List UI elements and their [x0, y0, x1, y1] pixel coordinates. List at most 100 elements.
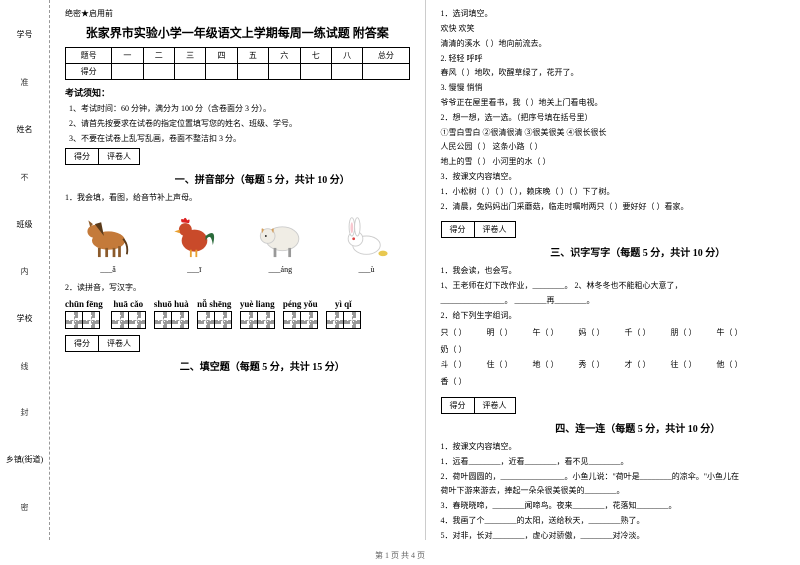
- fill-line: 1．远看________，近看________，看不见________。: [441, 456, 786, 469]
- question: 1．选词填空。: [441, 8, 786, 19]
- char-grid: 斗（ ） 住（ ） 地（ ） 秀（ ） 才（ ） 往（ ） 他（ ） 香（ ）: [441, 359, 786, 387]
- fill-line: 2. 轻轻 呼呼: [441, 53, 786, 66]
- animal-row: ___ǎ ___ī: [65, 211, 410, 274]
- char-item: 他（ ）: [717, 359, 743, 370]
- score-cell: 得分: [442, 398, 475, 413]
- score-table: 题号 一 二 三 四 五 六 七 八 总分 得分: [65, 47, 410, 80]
- char-item: 奶（ ）: [441, 344, 467, 355]
- rooster-icon: [167, 211, 222, 261]
- fill-line: 4．我画了个________的太阳，送给秋天，________熟了。: [441, 515, 786, 528]
- section-3-title: 三、识字写字（每题 5 分，共计 10 分）: [491, 244, 786, 259]
- scorer-box: 得分 评卷人: [65, 335, 140, 352]
- scorer-box: 得分 评卷人: [65, 148, 140, 165]
- scorer-box: 得分 评卷人: [441, 221, 516, 238]
- char-item: 香（ ）: [441, 376, 467, 387]
- animal-rabbit: ___ù: [336, 211, 396, 274]
- pinyin-blank: ___ǎ: [78, 265, 138, 274]
- table-header-row: 题号 一 二 三 四 五 六 七 八 总分: [66, 48, 410, 64]
- notice-item: 3、不要在试卷上乱写乱画，卷面不整洁扣 3 分。: [69, 133, 410, 144]
- binding-mark: 线: [19, 362, 30, 370]
- right-column: 1．选词填空。 欢快 欢笑 清清的溪水（ ）地向前流去。 2. 轻轻 呼呼 春风…: [426, 0, 800, 540]
- pinyin-group: shuō huà: [154, 299, 189, 329]
- scorer-box: 得分 评卷人: [441, 397, 516, 414]
- horse-icon: [81, 211, 136, 261]
- score-cell: 得分: [66, 336, 99, 351]
- table-score-row: 得分: [66, 64, 410, 80]
- char-item: 只（ ）: [441, 327, 467, 338]
- pinyin-group: yì qǐ: [326, 299, 361, 329]
- grader-cell: 评卷人: [99, 149, 139, 164]
- pinyin-blank: ___áng: [250, 265, 310, 274]
- fill-line: 3．按课文内容填空。: [441, 171, 786, 184]
- rabbit-icon: [339, 211, 394, 261]
- notice-title: 考试须知：: [65, 86, 410, 99]
- score-cell: 得分: [66, 149, 99, 164]
- grader-cell: 评卷人: [475, 398, 515, 413]
- page-container: 学号 准 姓名 不 班级 内 学校 线 封 乡镇(街道) 密 绝密★启用前 张家…: [0, 0, 800, 540]
- question-1: 1．我会填，看图，给音节补上声母。: [65, 192, 410, 203]
- fill-line: 2．想一想，选一选。（把序号填在括号里）: [441, 112, 786, 125]
- grader-cell: 评卷人: [475, 222, 515, 237]
- score-cell: 得分: [442, 222, 475, 237]
- binding-mark: 封: [19, 408, 30, 416]
- pinyin-group: nǚ shēng: [197, 299, 232, 329]
- fill-line: 爷爷正在屋里看书，我（ ）地关上门看电视。: [441, 97, 786, 110]
- binding-mark: 不: [19, 173, 30, 181]
- pinyin-group: yuè liang: [240, 299, 275, 329]
- fill-line: 清清的溪水（ ）地向前流去。: [441, 38, 786, 51]
- binding-name: 姓名: [17, 124, 33, 135]
- pinyin-blank: ___ī: [164, 265, 224, 274]
- binding-mark: 内: [19, 267, 30, 275]
- notice-item: 2、请首先按要求在试卷的指定位置填写您的姓名、班级、学号。: [69, 118, 410, 129]
- fill-line: 荷叶下游来游去，捧起一朵朵很美很美的________。: [441, 485, 786, 498]
- char-item: 地（ ）: [533, 359, 559, 370]
- char-item: 妈（ ）: [579, 327, 605, 338]
- binding-margin: 学号 准 姓名 不 班级 内 学校 线 封 乡镇(街道) 密: [0, 0, 50, 540]
- question-2: 2．读拼音，写汉字。: [65, 282, 410, 293]
- pinyin-group: péng yǒu: [283, 299, 318, 329]
- binding-number: 学号: [17, 29, 33, 40]
- animal-horse: ___ǎ: [78, 211, 138, 274]
- section-1-title: 一、拼音部分（每题 5 分，共计 10 分）: [115, 171, 410, 186]
- fill-line: ________________。 ________再________。: [441, 295, 786, 308]
- char-grid: 只（ ） 明（ ） 午（ ） 妈（ ） 千（ ） 朋（ ） 牛（ ） 奶（ ）: [441, 327, 786, 355]
- char-item: 秀（ ）: [579, 359, 605, 370]
- char-item: 住（ ）: [487, 359, 513, 370]
- fill-line: ①雪白雪白 ②很清很清 ③很美很美 ④很长很长: [441, 127, 786, 140]
- fill-line: 3．春晓晓啼，________闻啼鸟。夜来________，花落知_______…: [441, 500, 786, 513]
- fill-line: 人民公园（ ） 这条小路（ ）: [441, 141, 786, 154]
- binding-school: 学校: [17, 313, 33, 324]
- char-item: 斗（ ）: [441, 359, 467, 370]
- binding-mark: 准: [19, 78, 30, 86]
- question: 1．我会读，也会写。: [441, 265, 786, 276]
- char-item: 午（ ）: [533, 327, 559, 338]
- binding-class: 班级: [17, 219, 33, 230]
- fill-line: 2．荷叶圆圆的，________________。小鱼儿说："荷叶是______…: [441, 471, 786, 484]
- pinyin-group: chūn fēng: [65, 299, 103, 329]
- pinyin-group: huā cǎo: [111, 299, 146, 329]
- exam-title: 张家界市实验小学一年级语文上学期每周一练试题 附答案: [65, 24, 410, 41]
- char-item: 才（ ）: [625, 359, 651, 370]
- sheep-icon: [253, 211, 308, 261]
- fill-line: 2．清晨，兔妈妈出门采蘑菇，临走时嘱咐两只（ ）要好好（ ）看家。: [441, 201, 786, 214]
- char-item: 朋（ ）: [671, 327, 697, 338]
- pinyin-write-area: chūn fēng huā cǎo shuō huà nǚ shēng yuè …: [65, 299, 410, 329]
- page-number: 第 1 页 共 4 页: [375, 550, 425, 561]
- fill-line: 1、王老师在灯下改作业，________。 2、林冬冬也不能粗心大意了，: [441, 280, 786, 293]
- char-item: 牛（ ）: [717, 327, 743, 338]
- binding-mark: 密: [19, 503, 30, 511]
- animal-sheep: ___áng: [250, 211, 310, 274]
- fill-line: 春风（ ）地吹，吹醒草绿了，花开了。: [441, 67, 786, 80]
- secret-label: 绝密★启用前: [65, 8, 410, 19]
- section-2-title: 二、填空题（每题 5 分，共计 15 分）: [115, 358, 410, 373]
- char-item: 千（ ）: [625, 327, 651, 338]
- question: 1．按课文内容填空。: [441, 441, 786, 452]
- left-column: 绝密★启用前 张家界市实验小学一年级语文上学期每周一练试题 附答案 题号 一 二…: [50, 0, 425, 540]
- fill-line: 5．对非，长对________，虚心对骄傲，________对冷淡。: [441, 530, 786, 543]
- fill-line: 1．小松树（ ）（ ）（ ），赖床晚（ ）（ ）下了树。: [441, 186, 786, 199]
- grader-cell: 评卷人: [99, 336, 139, 351]
- fill-line: 地上的雪（ ） 小河里的水（ ）: [441, 156, 786, 169]
- fill-line: 欢快 欢笑: [441, 23, 786, 36]
- animal-rooster: ___ī: [164, 211, 224, 274]
- fill-line: 2．给下列生字组词。: [441, 310, 786, 323]
